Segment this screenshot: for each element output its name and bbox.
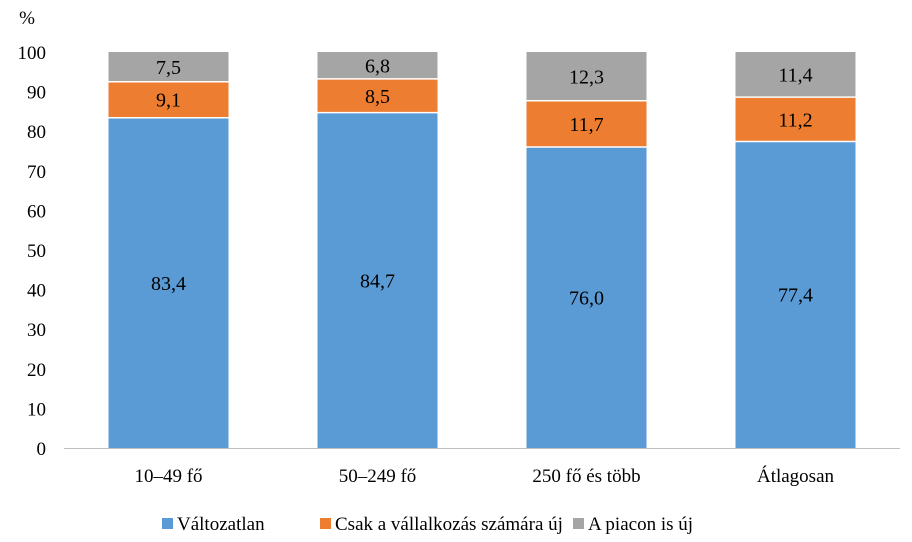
x-category-label: Átlagosan — [757, 465, 835, 487]
x-category-label: 10–49 fő — [134, 466, 202, 487]
x-category-label: 50–249 fő — [339, 466, 417, 487]
legend-label: Csak a vállalkozás számára új — [335, 514, 563, 535]
y-tick-label: 40 — [27, 281, 46, 302]
bar-segment — [735, 141, 856, 448]
y-tick-label: 70 — [27, 162, 46, 183]
bar-segment — [735, 97, 856, 142]
data-label: 76,0 — [569, 288, 604, 310]
y-tick-label: 0 — [37, 439, 47, 460]
data-label: 11,7 — [569, 114, 603, 136]
y-axis: 0 10 20 30 40 50 60 70 80 90 100 — [18, 43, 47, 460]
bar-segment — [108, 117, 229, 449]
y-tick-label: 80 — [27, 122, 46, 143]
legend-label: A piacon is új — [588, 514, 693, 535]
y-tick-label: 60 — [27, 201, 46, 222]
x-axis-categories: 10–49 fő 50–249 fő 250 fő és több Átlagosan — [134, 465, 834, 487]
data-label: 7,5 — [156, 57, 181, 79]
y-tick-label: 20 — [27, 360, 46, 381]
bar-segment — [108, 52, 229, 82]
bar-segment — [735, 52, 856, 98]
data-label: 9,1 — [156, 90, 181, 112]
bar-segment — [317, 52, 438, 79]
legend-swatch — [162, 518, 173, 529]
y-tick-label: 100 — [18, 43, 47, 64]
bar-segment — [108, 81, 229, 118]
bar-segment — [317, 112, 438, 448]
y-tick-label: 30 — [27, 320, 46, 341]
plot-area: 83,4 9,1 7,5 84,7 8,5 6,8 76,0 11,7 12,3 77,4 11,2… — [108, 52, 856, 449]
legend-label: Változatlan — [177, 514, 265, 535]
legend: Változatlan Csak a vállalkozás számára új… — [162, 514, 693, 535]
data-label: 11,2 — [778, 109, 812, 131]
data-label: 8,5 — [365, 86, 390, 108]
legend-swatch — [573, 518, 584, 529]
bar-segment — [317, 78, 438, 113]
data-label: 6,8 — [365, 55, 390, 77]
y-tick-label: 90 — [27, 83, 46, 104]
x-category-label: 250 fő és több — [532, 466, 640, 487]
y-tick-label: 10 — [27, 399, 46, 420]
y-axis-unit-label: % — [19, 8, 35, 29]
y-tick-label: 50 — [27, 241, 46, 262]
bar-segment — [526, 147, 647, 449]
bar-segment — [526, 100, 647, 148]
data-label: 77,4 — [778, 285, 813, 307]
data-label: 84,7 — [360, 270, 395, 292]
data-label: 11,4 — [778, 65, 812, 87]
data-label: 83,4 — [151, 273, 186, 295]
legend-swatch — [320, 518, 331, 529]
data-label: 12,3 — [569, 66, 604, 88]
bar-segment — [526, 52, 647, 101]
